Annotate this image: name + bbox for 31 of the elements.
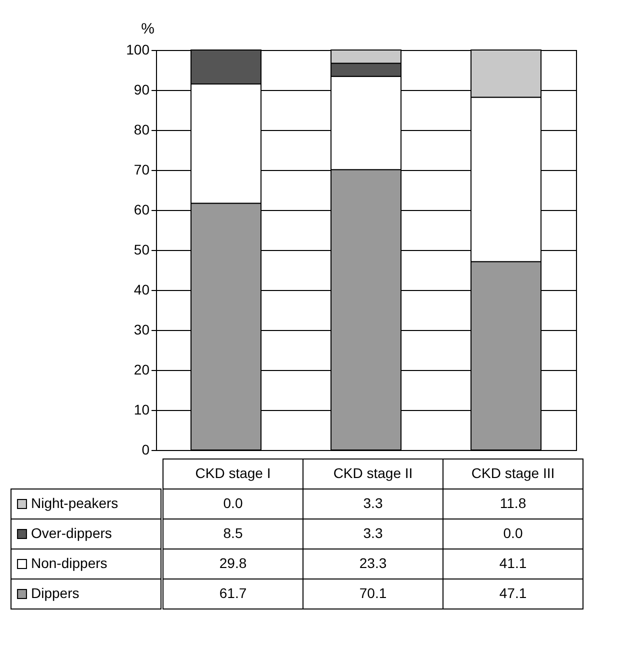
y-tick-label: 60: [134, 202, 150, 218]
legend-label: Over-dippers: [31, 525, 112, 541]
y-tick-label: 70: [134, 162, 150, 178]
data-label: 0.0: [503, 525, 523, 541]
legend-label: Dippers: [31, 585, 80, 601]
y-axis-title: %: [141, 20, 154, 38]
data-label: 3.3: [363, 495, 383, 511]
data-label: 70.1: [359, 585, 387, 601]
y-tick-label: 80: [134, 122, 150, 138]
x-tick-label: CKD stage III: [471, 465, 555, 481]
data-label: 61.7: [219, 585, 247, 601]
legend-label: Night-peakers: [31, 495, 118, 511]
data-label: 0.0: [223, 495, 243, 511]
y-tick-label: 40: [134, 282, 150, 298]
data-label: 23.3: [359, 555, 387, 571]
x-tick-label: CKD stage I: [195, 465, 271, 481]
y-tick-label: 30: [134, 322, 150, 338]
y-tick-label: 50: [134, 242, 150, 258]
data-label: 29.8: [219, 555, 247, 571]
data-label: 47.1: [499, 585, 527, 601]
data-label: 3.3: [363, 525, 383, 541]
y-tick-label: 0: [142, 442, 150, 458]
legend-label: Non-dippers: [31, 555, 108, 571]
x-tick-label: CKD stage II: [333, 465, 413, 481]
y-tick-label: 20: [134, 362, 150, 378]
data-label: 8.5: [223, 525, 243, 541]
y-tick-label: 10: [134, 402, 150, 418]
y-tick-label: 90: [134, 82, 150, 98]
y-tick-label: 100: [126, 42, 150, 58]
data-label: 11.8: [500, 495, 526, 511]
data-label: 41.1: [499, 555, 527, 571]
